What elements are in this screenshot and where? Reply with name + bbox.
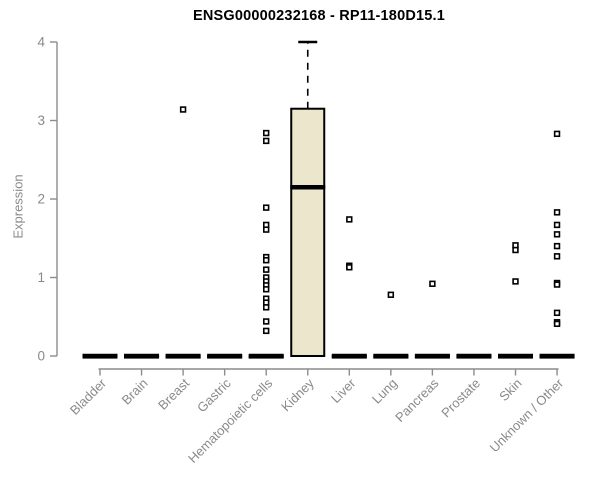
outlier-point bbox=[262, 286, 270, 293]
outlier-point bbox=[553, 320, 561, 328]
outlier-point bbox=[553, 130, 561, 138]
x-tick-label: Prostate bbox=[438, 376, 483, 421]
y-tick-label: 4 bbox=[37, 35, 45, 50]
outlier-point bbox=[553, 281, 561, 288]
x-tick-label: Unknown / Other bbox=[487, 375, 567, 455]
outlier-point bbox=[262, 266, 270, 273]
outlier-point bbox=[346, 264, 353, 271]
x-tick-label: Kidney bbox=[278, 375, 317, 414]
x-tick-label: Brain bbox=[119, 376, 151, 408]
outlier-point bbox=[512, 246, 519, 254]
x-tick-label: Lung bbox=[369, 376, 400, 407]
outlier-point bbox=[553, 242, 561, 250]
outlier-point bbox=[346, 216, 353, 223]
y-tick-label: 3 bbox=[37, 113, 45, 128]
outlier-point bbox=[262, 257, 270, 264]
outlier-point bbox=[387, 291, 395, 298]
outlier-point bbox=[262, 226, 270, 233]
x-tick-label: Bladder bbox=[67, 375, 110, 418]
x-tick-label: Gastric bbox=[194, 375, 234, 415]
outlier-point bbox=[429, 280, 436, 287]
outlier-point bbox=[179, 106, 187, 113]
outlier-point bbox=[262, 129, 270, 137]
outlier-point bbox=[262, 318, 270, 325]
y-tick-label: 0 bbox=[37, 349, 45, 364]
chart-title: ENSG00000232168 - RP11-180D15.1 bbox=[192, 8, 446, 24]
y-tick-label: 1 bbox=[37, 270, 45, 285]
x-tick-label: Pancreas bbox=[392, 375, 442, 425]
outlier-point bbox=[262, 204, 270, 211]
outlier-point bbox=[512, 278, 519, 285]
outlier-point bbox=[553, 231, 561, 238]
outlier-point bbox=[262, 304, 270, 311]
outlier-point bbox=[553, 309, 561, 317]
outlier-point bbox=[553, 253, 561, 260]
y-tick-label: 2 bbox=[37, 192, 45, 207]
outlier-point bbox=[262, 137, 270, 145]
x-tick-label: Skin bbox=[496, 376, 524, 404]
x-tick-label: Liver bbox=[328, 375, 359, 406]
outlier-point bbox=[553, 221, 561, 229]
box-iqr bbox=[290, 107, 326, 357]
outlier-point bbox=[262, 327, 270, 335]
outlier-point bbox=[553, 209, 561, 216]
x-tick-label: Breast bbox=[155, 375, 192, 412]
